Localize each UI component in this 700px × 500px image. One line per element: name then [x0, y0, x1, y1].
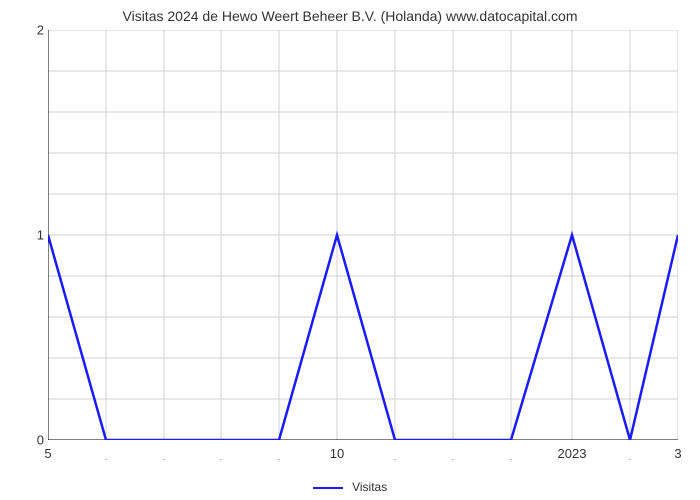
x-minor-tick: . [278, 452, 281, 462]
legend-label: Visitas [352, 480, 387, 494]
chart-container: Visitas 2024 de Hewo Weert Beheer B.V. (… [0, 0, 700, 500]
chart-title: Visitas 2024 de Hewo Weert Beheer B.V. (… [0, 8, 700, 24]
x-minor-tick: . [510, 452, 513, 462]
x-minor-tick: . [394, 452, 397, 462]
x-minor-tick: . [452, 452, 455, 462]
y-tick-label: 1 [37, 228, 44, 243]
series-line [48, 235, 678, 440]
y-tick-label: 2 [37, 23, 44, 38]
chart-plot [48, 30, 678, 440]
x-tick-label: 3 [674, 446, 681, 461]
x-tick-label: 5 [44, 446, 51, 461]
chart-legend: Visitas [0, 480, 700, 494]
x-minor-tick: . [105, 452, 108, 462]
x-tick-label: 2023 [558, 446, 587, 461]
legend-line [313, 487, 343, 489]
x-minor-tick: . [220, 452, 223, 462]
x-tick-label: 10 [330, 446, 344, 461]
x-minor-tick: . [163, 452, 166, 462]
x-minor-tick: . [629, 452, 632, 462]
y-tick-label: 0 [37, 433, 44, 448]
